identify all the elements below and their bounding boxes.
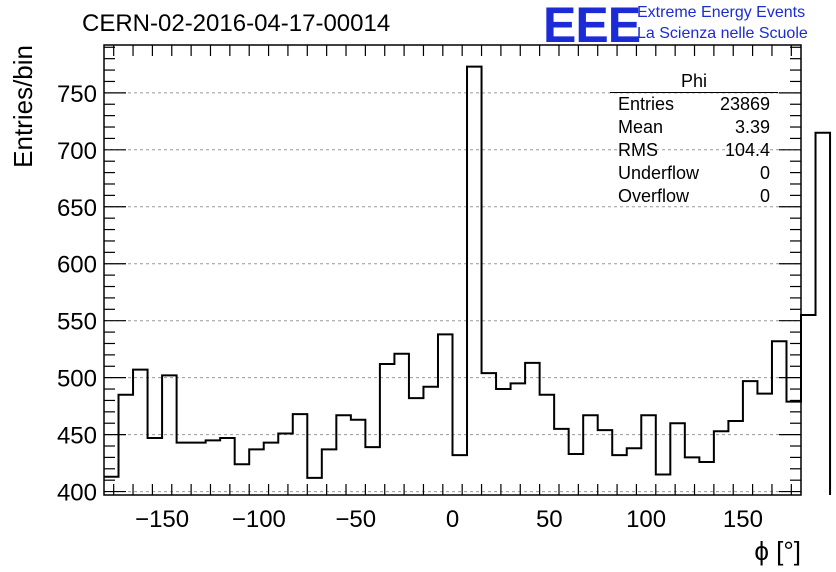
stats-box: Phi Entries 23869 Mean 3.39 RMS 104.4 Un… [610, 70, 778, 208]
x-tick-label: −100 [232, 506, 286, 533]
y-tick-label: 400 [57, 480, 97, 507]
stats-label: RMS [618, 140, 658, 160]
eee-logo: EEE [543, 0, 641, 53]
chart-title: CERN-02-2016-04-17-00014 [82, 10, 391, 37]
logo-line-2: La Scienza nelle Scuole [637, 25, 808, 42]
x-tick-label: −50 [335, 506, 376, 533]
stats-row-underflow: Underflow 0 [610, 162, 778, 185]
stats-value: 0 [759, 186, 770, 206]
plot-frame [103, 44, 802, 496]
stats-label: Mean [618, 117, 664, 137]
stats-title: Phi [610, 70, 778, 93]
stats-label: Overflow [618, 186, 690, 206]
tick-labels: 400 450 500 550 600 650 700 750 −150 −100 −50 0 50 10… [57, 81, 763, 533]
x-tick-label: 0 [446, 506, 459, 533]
histogram-series [104, 65, 832, 495]
y-tick-label: 550 [57, 309, 97, 336]
x-tick-label: 100 [626, 506, 666, 533]
stats-label: Entries [618, 94, 675, 114]
stats-row-rms: RMS 104.4 [610, 139, 778, 162]
stats-row-overflow: Overflow 0 [610, 185, 778, 208]
stats-value: 23869 [719, 94, 770, 114]
y-axis-label: Entries/bin [8, 45, 38, 168]
x-tick-label: 50 [536, 506, 563, 533]
stats-label: Underflow [618, 163, 700, 183]
x-tick-label: 150 [723, 506, 763, 533]
y-tick-label: 450 [57, 423, 97, 450]
x-tick-label: −150 [135, 506, 189, 533]
x-axis-label: ϕ [°] [754, 536, 801, 566]
y-tick-label: 600 [57, 252, 97, 279]
y-tick-label: 750 [57, 81, 97, 108]
stats-row-entries: Entries 23869 [610, 93, 778, 116]
y-tick-label: 500 [57, 366, 97, 393]
stats-row-mean: Mean 3.39 [610, 116, 778, 139]
stats-value: 3.39 [734, 117, 770, 137]
stats-value: 0 [759, 163, 770, 183]
axis-ticks [104, 45, 801, 495]
y-tick-label: 700 [57, 138, 97, 165]
stats-value: 104.4 [724, 140, 770, 160]
y-tick-label: 650 [57, 195, 97, 222]
logo-line-1: Extreme Energy Events [637, 4, 806, 21]
